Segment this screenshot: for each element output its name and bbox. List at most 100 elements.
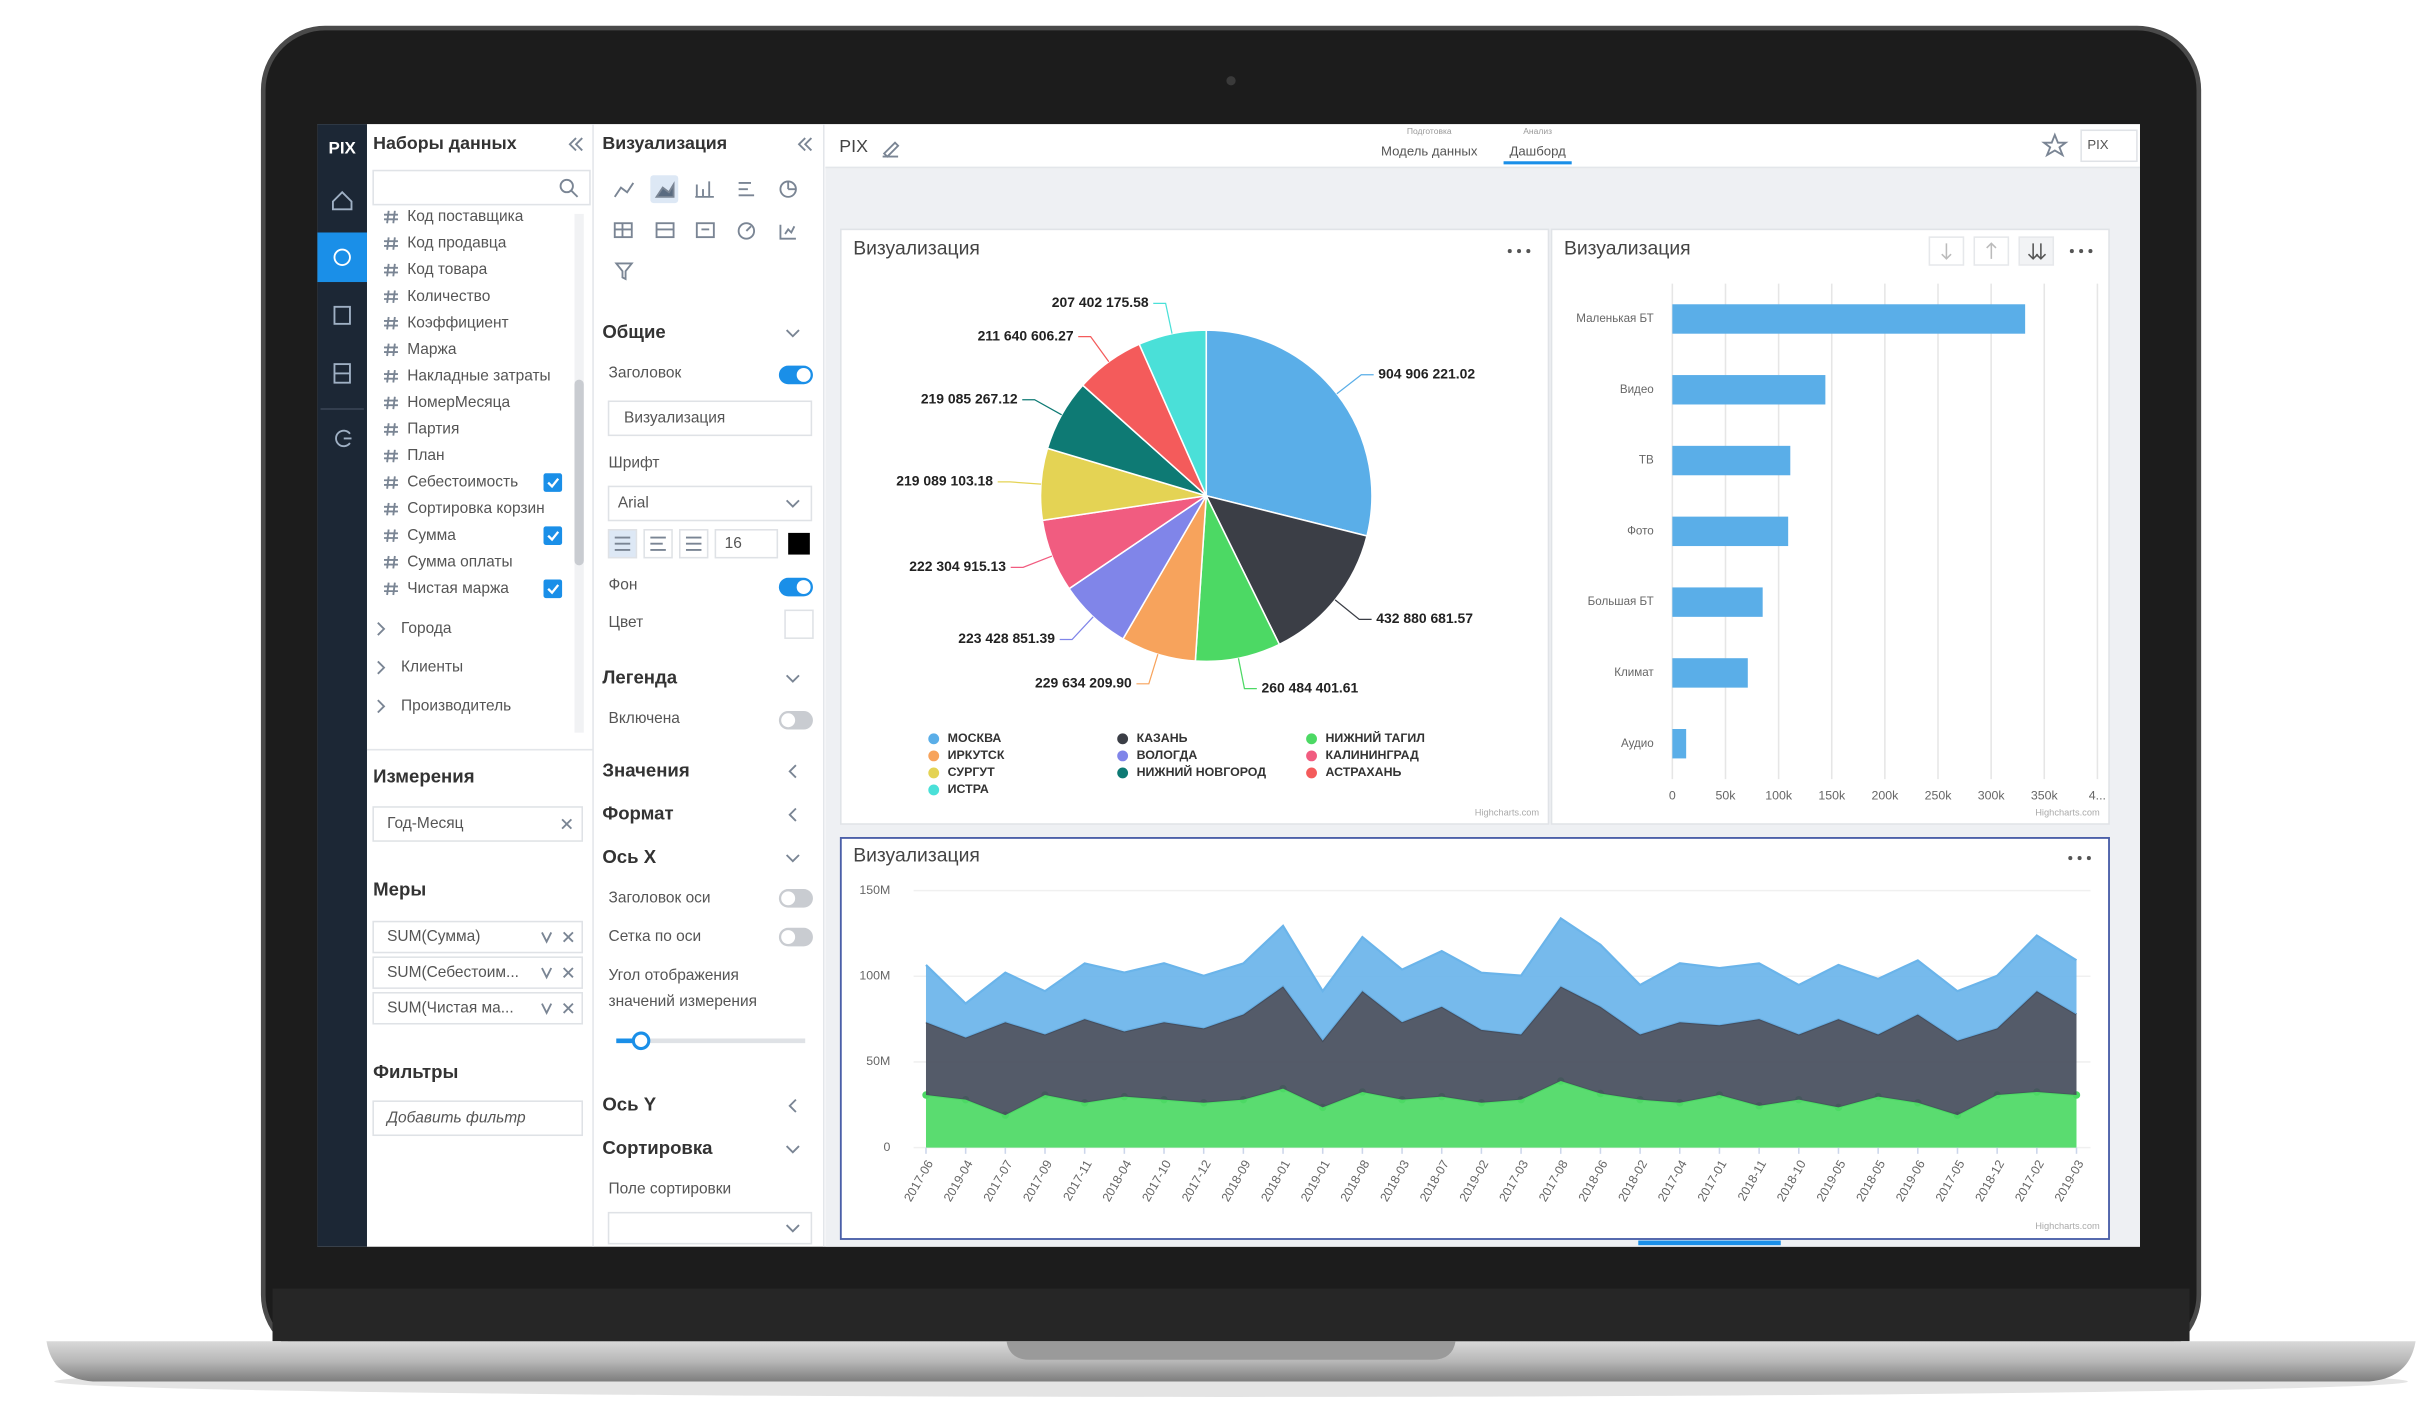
field-label[interactable]: Накладные затраты [407, 367, 550, 384]
group-label[interactable]: Производитель [401, 697, 511, 714]
group-label[interactable]: Города [401, 620, 452, 637]
chevron[interactable] [785, 854, 800, 863]
legend-marker[interactable] [928, 750, 940, 762]
sort-buttons[interactable] [1928, 236, 2055, 266]
legend-label[interactable]: КАЛИНИНГРАД [1325, 748, 1419, 762]
select[interactable] [607, 1211, 813, 1245]
remove-icon[interactable] [562, 1002, 574, 1014]
chart-type-icons[interactable] [613, 180, 797, 281]
chevron[interactable] [785, 499, 800, 508]
align-icon[interactable] [650, 536, 666, 551]
toggle-knob[interactable] [781, 930, 796, 945]
measure-chip[interactable] [372, 992, 583, 1025]
field-label[interactable]: Код продавца [407, 235, 507, 252]
dropdown-icon[interactable] [541, 931, 553, 944]
edit-icon[interactable] [882, 141, 900, 158]
legend-label[interactable]: ВОЛОГДА [1137, 748, 1198, 762]
legend-label[interactable]: АСТРАХАНЬ [1325, 765, 1401, 779]
input[interactable] [607, 400, 813, 437]
field-label[interactable]: Коэффициент [407, 314, 508, 331]
search-input[interactable] [372, 169, 591, 206]
dropdown-icon[interactable] [541, 967, 553, 980]
nav-active[interactable] [317, 232, 367, 283]
field-label[interactable]: Сортировка корзин [407, 500, 544, 517]
chevron[interactable] [785, 1224, 800, 1233]
align-icon[interactable] [685, 536, 702, 551]
align-button[interactable] [607, 529, 638, 559]
checkbox[interactable] [543, 526, 563, 545]
legend-label[interactable]: СУРГУТ [948, 765, 995, 779]
legend-marker[interactable] [1117, 767, 1129, 779]
checkbox[interactable] [543, 579, 563, 599]
tab[interactable]: Дашборд [1509, 143, 1566, 158]
remove-icon[interactable] [562, 931, 574, 943]
font-size-input[interactable] [714, 529, 779, 559]
field-label[interactable]: План [407, 447, 444, 464]
toggle-knob[interactable] [796, 580, 811, 595]
measure-chip[interactable] [372, 956, 583, 989]
legend-marker[interactable] [928, 767, 940, 779]
slider-knob[interactable] [631, 1031, 651, 1051]
legend-label[interactable]: НИЖНИЙ НОВГОРОД [1137, 764, 1267, 779]
favorite-icon[interactable] [2041, 132, 2069, 158]
group-label[interactable]: Клиенты [401, 659, 463, 676]
collapse-icon[interactable] [797, 137, 813, 152]
chevron[interactable] [788, 1098, 797, 1113]
chevron[interactable] [788, 807, 797, 822]
panel-menu[interactable] [2069, 249, 2093, 254]
legend-marker[interactable] [1117, 733, 1129, 745]
panel-menu[interactable] [1507, 249, 1531, 254]
expand-icon[interactable] [377, 699, 386, 714]
align-button[interactable] [643, 529, 673, 559]
legend-marker[interactable] [928, 733, 940, 745]
legend-marker[interactable] [1306, 733, 1317, 745]
dimension-chip[interactable] [372, 806, 583, 842]
color-swatch[interactable] [784, 609, 814, 639]
field-label[interactable]: Чистая маржа [407, 580, 509, 597]
panel-menu[interactable] [2068, 856, 2091, 861]
chevron[interactable] [785, 329, 800, 338]
field-label[interactable]: Код товара [407, 261, 487, 278]
field-label[interactable]: Себестоимость [407, 474, 518, 491]
scroll-thumb[interactable] [574, 379, 584, 566]
remove-icon[interactable] [561, 818, 573, 830]
toggle-knob[interactable] [796, 367, 811, 382]
toggle-knob[interactable] [781, 713, 796, 728]
chevron[interactable] [785, 674, 800, 683]
expand-icon[interactable] [377, 660, 386, 675]
legend-marker[interactable] [1306, 767, 1317, 779]
x-tick-label: 50k [1716, 788, 1737, 802]
field-label[interactable]: НомерМесяца [407, 394, 510, 411]
remove-icon[interactable] [562, 967, 574, 978]
legend-label[interactable]: МОСКВА [948, 731, 1002, 745]
field-label[interactable]: Сумма оплаты [407, 553, 512, 570]
select[interactable] [607, 485, 813, 522]
field-label[interactable]: Количество [407, 288, 490, 305]
toggle-knob[interactable] [781, 891, 796, 906]
collapse-icon[interactable] [568, 137, 583, 152]
legend-marker[interactable] [1117, 750, 1129, 762]
legend-label[interactable]: ИРКУТСК [948, 748, 1005, 762]
search-icon[interactable] [559, 178, 579, 198]
field-label[interactable]: Сумма [407, 527, 456, 544]
field-label[interactable]: Код поставщика [407, 208, 524, 225]
align-icon[interactable] [614, 536, 631, 551]
field-label[interactable]: Партия [407, 421, 459, 438]
measure-chip[interactable] [372, 920, 583, 954]
legend-marker[interactable] [928, 784, 940, 796]
legend-label[interactable]: ИСТРА [948, 782, 989, 796]
legend-marker[interactable] [1306, 750, 1317, 762]
checkbox[interactable] [543, 473, 563, 492]
user-box[interactable] [2080, 129, 2138, 163]
tab[interactable]: Модель данных [1381, 143, 1478, 158]
color-swatch[interactable] [788, 532, 810, 555]
expand-icon[interactable] [377, 622, 386, 636]
dropdown-icon[interactable] [541, 1003, 553, 1015]
legend-label[interactable]: КАЗАНЬ [1137, 731, 1188, 745]
field-label[interactable]: Маржа [407, 341, 457, 358]
nav-icons[interactable] [331, 190, 353, 448]
chevron[interactable] [788, 764, 797, 779]
filter-input[interactable] [372, 1100, 583, 1137]
legend-label[interactable]: НИЖНИЙ ТАГИЛ [1325, 730, 1425, 745]
chevron[interactable] [785, 1145, 800, 1154]
